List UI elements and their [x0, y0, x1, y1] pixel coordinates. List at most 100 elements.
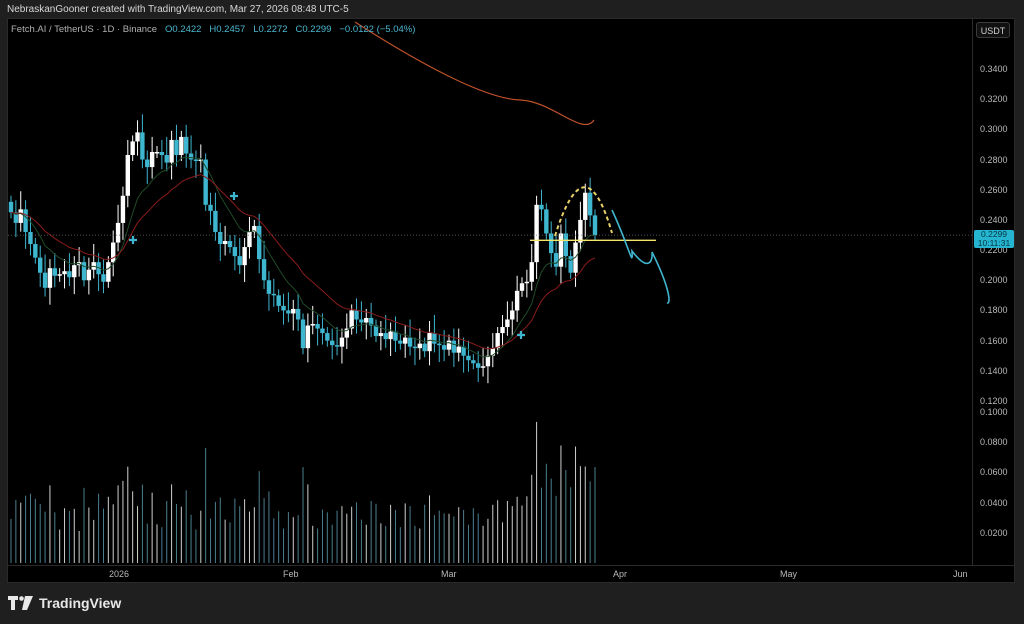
price-tick: 0.0800 [980, 437, 1008, 447]
candle-body [213, 210, 218, 232]
candle-body [222, 241, 228, 245]
candle-body [407, 337, 413, 347]
candle-body [81, 262, 87, 281]
candle-body [471, 360, 476, 364]
candle-body [72, 265, 77, 278]
candle-body [281, 305, 286, 311]
candle-body [247, 231, 252, 248]
candle-body [57, 274, 62, 276]
candle-body [437, 343, 442, 346]
candle-body [33, 244, 38, 258]
candle-body [169, 139, 174, 163]
candle-body [208, 204, 213, 211]
candle-body [432, 333, 437, 344]
candle-body [120, 195, 126, 223]
rounded-top-arc [554, 186, 613, 237]
price-tick: 0.2000 [980, 275, 1008, 286]
candle-body [320, 328, 325, 334]
logo-text: TradingView [39, 595, 122, 611]
long-moving-average-line [354, 21, 595, 126]
candle-body [553, 253, 559, 267]
candle-body [568, 256, 573, 273]
candle-body [28, 231, 33, 245]
candle-body [13, 212, 19, 223]
candle-body [67, 271, 72, 278]
price-tick: 0.1400 [980, 365, 1008, 376]
price-tick: 0.2200 [980, 245, 1008, 256]
candle-body [135, 132, 140, 142]
projection-path [611, 209, 670, 304]
candle-body [490, 348, 495, 356]
candle-body [130, 141, 135, 156]
price-tick: 0.1200 [980, 395, 1008, 406]
candle-body [232, 247, 238, 257]
candle-body [203, 159, 208, 205]
price-tick: 0.3000 [980, 124, 1008, 135]
candle-body [480, 366, 486, 368]
chart-credit: NebraskanGooner created with TradingView… [7, 4, 349, 15]
candle-body [393, 331, 398, 341]
candle-body [383, 333, 388, 340]
candle-body [198, 159, 203, 162]
candle-body [524, 281, 530, 284]
high-value: H0.2457 [209, 24, 246, 35]
price-tick: 0.2600 [980, 184, 1008, 195]
candle-body [237, 256, 242, 266]
price-tick: 0.0200 [980, 527, 1008, 538]
candle-body [514, 290, 520, 311]
slow-ema-line [10, 173, 596, 350]
candle-body [466, 355, 471, 361]
candle-body [300, 319, 306, 349]
cross-marker-icon [129, 236, 137, 244]
candle-body [398, 340, 403, 344]
time-tick: Feb [283, 569, 299, 579]
candle-body [417, 343, 422, 349]
candle-body [174, 139, 179, 156]
bar-countdown: 10:11:31 [977, 238, 1011, 248]
candle-body [403, 337, 408, 344]
candle-body [154, 151, 160, 154]
candle-body [519, 283, 525, 291]
candle-body [359, 319, 364, 323]
candle-body [252, 225, 257, 232]
candle-body [276, 295, 281, 306]
candle-body [485, 355, 491, 367]
candle-body [446, 340, 452, 350]
chart-frame[interactable] [7, 18, 1015, 583]
candle-body [368, 317, 374, 326]
price-tick: 0.1000 [980, 406, 1008, 417]
candle-body [544, 209, 549, 234]
candle-body [188, 153, 194, 160]
candle-body [218, 231, 223, 245]
candle-body [558, 233, 564, 267]
time-tick: May [780, 569, 798, 579]
price-tick: 0.0400 [980, 497, 1008, 508]
last-price-tag: 0.2299 10:11:31 [974, 230, 1014, 248]
candle-body [52, 268, 57, 276]
symbol-name[interactable]: Fetch.AI / TetherUS · 1D · Binance [11, 24, 158, 35]
price-tick: 0.2800 [980, 154, 1008, 165]
candle-body [295, 308, 301, 320]
fast-ema-line [10, 156, 596, 358]
candle-body [257, 225, 262, 260]
candle-body [310, 324, 315, 326]
candle-body [334, 345, 340, 347]
candle-body [111, 242, 116, 263]
candle-body [339, 337, 345, 347]
price-tick: 0.3400 [980, 64, 1008, 74]
candle-body [563, 233, 568, 257]
candle-body [164, 155, 169, 163]
price-tick: 0.2400 [980, 214, 1008, 225]
candle-body [344, 328, 349, 338]
currency-button[interactable]: USDT [976, 22, 1010, 38]
candle-body [42, 272, 48, 288]
candle-body [451, 340, 457, 353]
price-tick: 0.3200 [980, 94, 1008, 105]
time-axis-divider [8, 565, 1014, 566]
time-tick: 2026 [109, 569, 130, 579]
candle-body [115, 222, 121, 243]
price-chart-canvas[interactable] [8, 19, 972, 565]
candle-body [529, 262, 534, 282]
last-price: 0.2299 [981, 229, 1007, 239]
candle-body [539, 204, 544, 210]
